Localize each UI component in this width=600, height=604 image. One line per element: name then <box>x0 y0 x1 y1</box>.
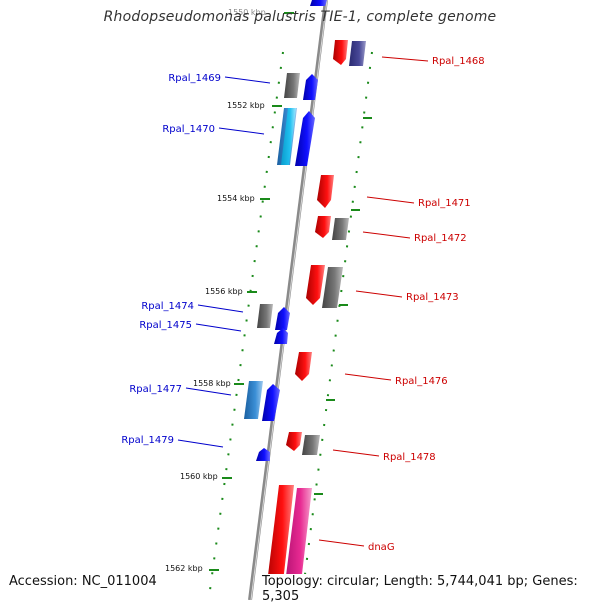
leader-line <box>355 290 403 298</box>
leader-line <box>366 196 415 204</box>
gene-feature <box>306 265 325 305</box>
gene-label-reverse[interactable]: Rpal_1468 <box>432 56 485 67</box>
tick-label: 1552 kbp <box>227 101 265 110</box>
gene-label-reverse[interactable]: dnaG <box>368 542 395 553</box>
gene-feature <box>256 448 270 461</box>
gene-label-forward[interactable]: Rpal_1469 <box>168 73 221 84</box>
gene-feature <box>322 267 343 308</box>
leader-line <box>177 439 224 448</box>
reverse-track-guide <box>302 51 373 591</box>
leader-line <box>344 373 392 381</box>
leader-line <box>318 539 365 547</box>
gene-label-reverse[interactable]: Rpal_1473 <box>406 292 459 303</box>
gene-feature <box>275 307 290 330</box>
tick-label: 1550 kbp <box>228 8 266 17</box>
gene-feature <box>302 435 320 455</box>
gene-feature <box>265 485 294 600</box>
gene-feature <box>284 73 300 98</box>
leader-line <box>218 127 265 135</box>
gene-partial-top <box>310 0 327 6</box>
gene-feature <box>315 216 331 238</box>
gene-feature <box>286 432 302 451</box>
leader-line <box>332 449 380 457</box>
gene-feature <box>257 304 273 328</box>
gene-feature <box>349 41 366 66</box>
gene-feature <box>283 488 312 600</box>
gene-label-reverse[interactable]: Rpal_1476 <box>395 376 448 387</box>
gene-label-reverse[interactable]: Rpal_1471 <box>418 198 471 209</box>
gene-label-forward[interactable]: Rpal_1470 <box>162 124 215 135</box>
gene-label-forward[interactable]: Rpal_1479 <box>121 435 174 446</box>
ticks <box>209 12 372 571</box>
leader-line <box>224 76 271 84</box>
gene-feature <box>317 175 334 208</box>
leader-line <box>197 304 244 313</box>
label-leaders <box>177 56 429 547</box>
leader-line <box>381 56 429 62</box>
gene-label-reverse[interactable]: Rpal_1478 <box>383 452 436 463</box>
tick-label: 1554 kbp <box>217 194 255 203</box>
gene-feature <box>244 381 263 419</box>
leader-line <box>185 387 232 396</box>
gene-feature <box>274 328 288 344</box>
gene-label-forward[interactable]: Rpal_1477 <box>129 384 182 395</box>
tick-label: 1558 kbp <box>193 379 231 388</box>
gene-label-forward[interactable]: Rpal_1474 <box>141 301 194 312</box>
gene-label-reverse[interactable]: Rpal_1472 <box>414 233 467 244</box>
genome-title: Rhodopseudomonas palustris TIE-1, comple… <box>103 9 497 25</box>
gene-feature <box>295 352 312 381</box>
gene-feature <box>262 384 280 421</box>
tick-label: 1560 kbp <box>180 472 218 481</box>
gene-feature <box>281 108 296 165</box>
gene-feature <box>295 111 315 166</box>
gene-label-forward[interactable]: Rpal_1475 <box>139 320 192 331</box>
leader-line <box>362 231 411 239</box>
tick-label: 1562 kbp <box>165 564 203 573</box>
gene-feature <box>332 218 349 240</box>
genome-summary: Topology: circular; Length: 5,744,041 bp… <box>262 574 600 604</box>
accession-label: Accession: NC_011004 <box>9 574 157 589</box>
tick-label: 1556 kbp <box>205 287 243 296</box>
forward-track-guide <box>209 51 284 591</box>
gene-feature <box>303 74 318 100</box>
leader-line <box>195 323 242 332</box>
gene-feature <box>333 40 348 65</box>
